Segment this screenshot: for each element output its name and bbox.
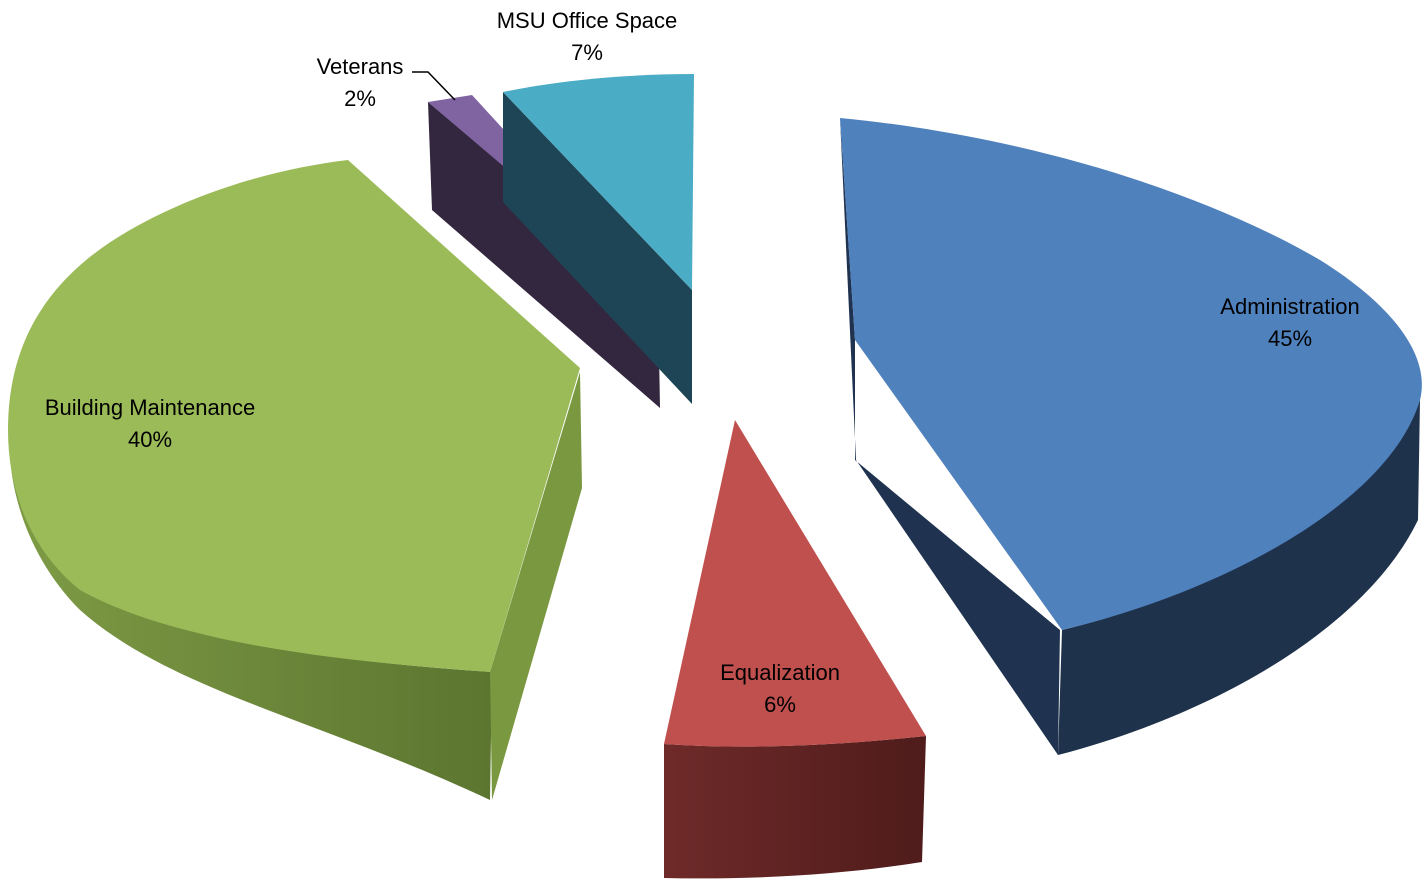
slice-top bbox=[8, 160, 580, 672]
slice-side-cut bbox=[840, 118, 1060, 755]
pie-slice-equalization bbox=[664, 420, 926, 879]
label-administration-name: Administration bbox=[1220, 294, 1359, 319]
pie-slice-administration bbox=[840, 118, 1422, 755]
label-veterans-name: Veterans bbox=[317, 54, 404, 79]
data-labels: MSU Office Space 7% Veterans 2% Administ… bbox=[45, 8, 1360, 717]
pie-slice-building-maintenance bbox=[8, 160, 582, 800]
slice-side-cut bbox=[490, 372, 582, 800]
veterans-leader-line bbox=[412, 71, 456, 101]
label-building-maintenance-name: Building Maintenance bbox=[45, 395, 255, 420]
pie-slice-msu-office-space bbox=[503, 74, 694, 404]
slice-side-outer bbox=[9, 430, 492, 800]
slice-side bbox=[664, 736, 926, 879]
label-equalization-percent: 6% bbox=[764, 692, 796, 717]
slice-top bbox=[840, 118, 1422, 630]
slice-side-outer bbox=[1058, 400, 1420, 755]
label-equalization-name: Equalization bbox=[720, 660, 840, 685]
label-building-maintenance-percent: 40% bbox=[128, 427, 172, 452]
label-msu-office-space-name: MSU Office Space bbox=[497, 8, 678, 33]
label-msu-office-space-percent: 7% bbox=[571, 40, 603, 65]
slice-side bbox=[503, 92, 692, 404]
slice-top bbox=[503, 74, 694, 290]
label-administration-percent: 45% bbox=[1268, 326, 1312, 351]
slice-side bbox=[428, 102, 660, 408]
slice-top bbox=[664, 420, 926, 747]
label-veterans-percent: 2% bbox=[344, 86, 376, 111]
